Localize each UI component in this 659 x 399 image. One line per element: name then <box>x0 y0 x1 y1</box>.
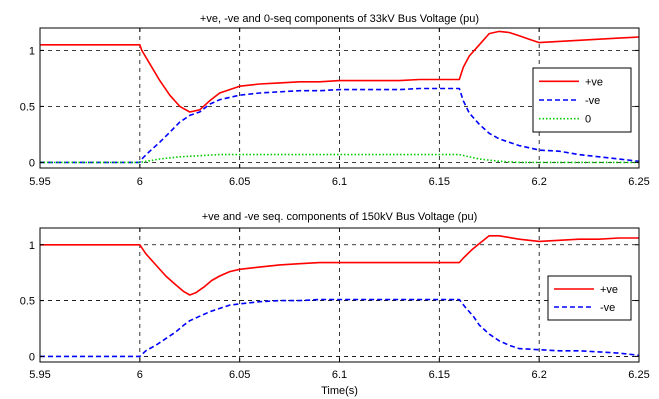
x-tick-label: 5.95 <box>29 369 50 381</box>
series-line-negative <box>40 87 640 164</box>
chart-title: +ve, -ve and 0-seq components of 33kV Bu… <box>200 13 479 25</box>
x-tick-label: 6 <box>137 176 143 188</box>
y-tick-label: 1 <box>29 45 35 57</box>
legend: +ve -ve <box>547 275 632 321</box>
legend-label: 0 <box>585 114 591 126</box>
x-tick-label: 6.2 <box>532 369 547 381</box>
x-tick-label: 5.95 <box>29 176 50 188</box>
x-tick-label: 6.05 <box>229 369 250 381</box>
y-tick-label: 1 <box>29 240 35 252</box>
chart-33kv: +ve, -ve and 0-seq components of 33kV Bu… <box>20 13 650 188</box>
legend-label: -ve <box>600 302 615 314</box>
legend: +ve -ve 0 <box>532 67 632 133</box>
legend-label: +ve <box>585 76 603 88</box>
y-tick-label: 0 <box>29 351 35 363</box>
chart-title: +ve and -ve seq. components of 150kV Bus… <box>202 211 477 223</box>
x-tick-label: 6 <box>137 369 143 381</box>
x-tick-label: 6.1 <box>332 369 347 381</box>
y-tick-label: 0.5 <box>20 101 35 113</box>
x-tick-label: 6.1 <box>332 176 347 188</box>
series-line-positive <box>40 30 640 113</box>
legend-box <box>547 275 632 321</box>
x-tick-label: 6.15 <box>429 369 450 381</box>
x-tick-label: 6.05 <box>229 176 250 188</box>
x-tick-label: 6.25 <box>628 369 649 381</box>
series-line-zero <box>40 153 639 164</box>
x-tick-label: 6.25 <box>628 176 649 188</box>
series-line-positive <box>40 235 639 296</box>
chart-150kv: +ve and -ve seq. components of 150kV Bus… <box>20 211 650 381</box>
y-tick-label: 0.5 <box>20 296 35 308</box>
y-tick-label: 0 <box>29 157 35 169</box>
x-tick-label: 6.15 <box>429 176 450 188</box>
series-line-negative <box>40 298 640 358</box>
legend-label: -ve <box>585 95 600 107</box>
x-axis-label: Time(s) <box>321 385 358 397</box>
x-tick-label: 6.2 <box>532 176 547 188</box>
legend-label: +ve <box>600 284 618 296</box>
